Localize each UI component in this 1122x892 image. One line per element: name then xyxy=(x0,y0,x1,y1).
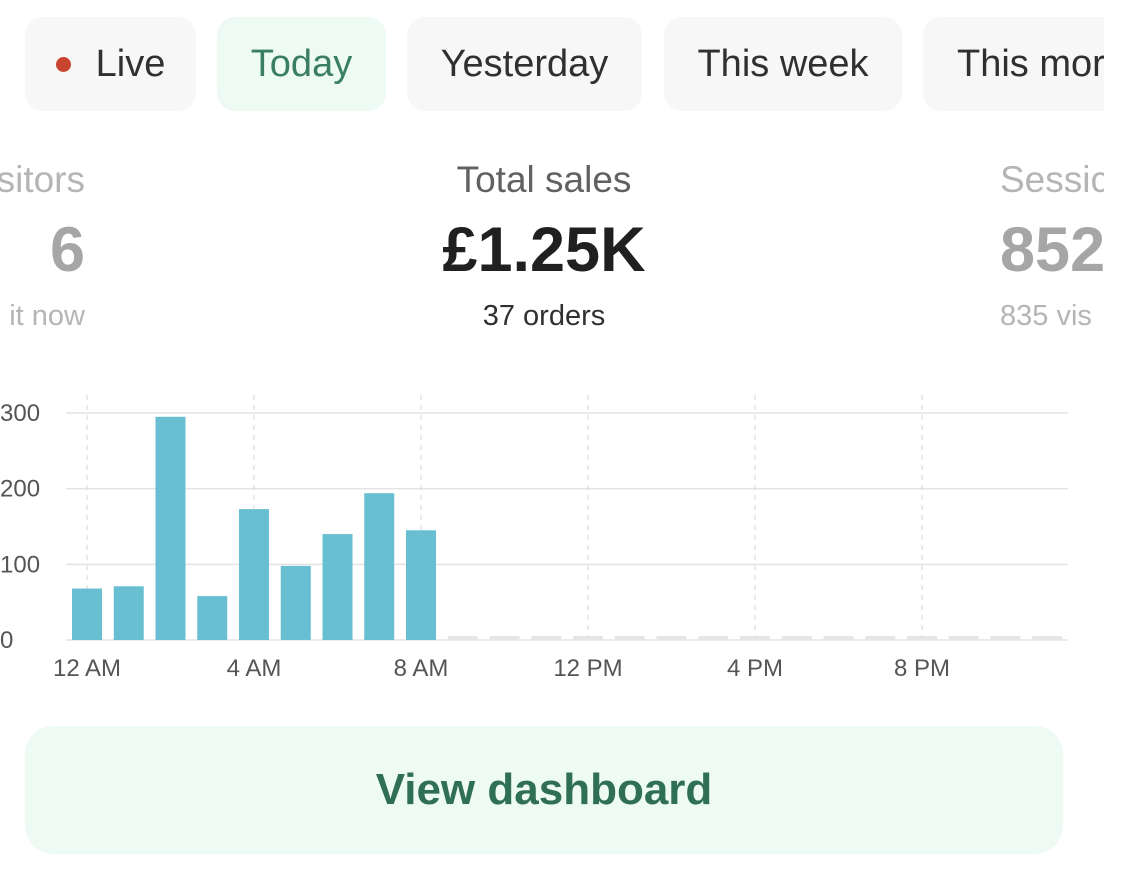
sales-bar[interactable] xyxy=(322,534,353,640)
tab-this-month[interactable]: This mor xyxy=(923,17,1104,111)
x-tick-label: 8 AM xyxy=(394,655,449,682)
tab-this-week-label: This week xyxy=(697,42,869,85)
placeholder-bar xyxy=(781,636,812,640)
live-dot-icon xyxy=(55,56,71,72)
placeholder-bar xyxy=(489,636,520,640)
tab-yesterday[interactable]: Yesterday xyxy=(407,17,642,111)
sales-bar[interactable] xyxy=(197,596,228,640)
metrics-carousel: sitors 6 it now Total sales £1.25K 37 or… xyxy=(0,0,1104,360)
placeholder-bar xyxy=(698,636,729,640)
sales-bar[interactable] xyxy=(406,530,436,640)
sales-bar[interactable] xyxy=(239,509,269,640)
y-tick-label: 200 xyxy=(0,476,40,503)
placeholder-bar xyxy=(948,636,979,640)
tab-today[interactable]: Today xyxy=(217,17,386,111)
y-tick-label: 0 xyxy=(0,627,13,654)
placeholder-bar xyxy=(907,636,937,640)
x-tick-label: 8 PM xyxy=(894,655,950,682)
sessions-value: 852 xyxy=(1000,215,1104,285)
placeholder-bar xyxy=(447,636,478,640)
visitors-metric[interactable]: sitors 6 it now xyxy=(0,160,85,333)
sales-bar[interactable] xyxy=(155,416,186,640)
x-tick-label: 4 AM xyxy=(227,655,282,682)
placeholder-bar xyxy=(740,636,770,640)
tab-this-week[interactable]: This week xyxy=(664,17,902,111)
tab-yesterday-label: Yesterday xyxy=(440,42,609,85)
sales-bar[interactable] xyxy=(364,493,395,640)
orders-count: 37 orders xyxy=(482,300,606,332)
tab-live-label: Live xyxy=(95,42,166,85)
sales-bar[interactable] xyxy=(72,588,102,640)
y-tick-label: 300 xyxy=(0,400,40,427)
placeholder-bar xyxy=(531,636,562,640)
placeholder-bar xyxy=(656,636,687,640)
sales-bar-chart: 300 200 100 0 12 AM 4 AM 8 AM 12 PM 4 PM 8 PM xyxy=(0,395,1068,682)
x-tick-label: 12 PM xyxy=(553,655,622,682)
sessions-metric[interactable]: Sessic 852 835 vis xyxy=(1000,160,1104,333)
total-sales-value: £1.25K xyxy=(442,215,646,285)
placeholder-bar xyxy=(614,636,645,640)
total-sales-label: Total sales xyxy=(456,159,632,200)
placeholder-bar xyxy=(823,636,854,640)
sessions-label: Sessic xyxy=(1000,159,1104,200)
placeholder-bar xyxy=(573,636,603,640)
tab-today-label: Today xyxy=(250,42,353,85)
date-range-tabs: Live Today Yesterday This week This mor xyxy=(0,17,1104,111)
placeholder-bar xyxy=(1032,636,1063,640)
tab-this-month-label: This mor xyxy=(957,42,1104,85)
visitors-label: sitors xyxy=(0,159,85,200)
view-dashboard-button[interactable]: View dashboard xyxy=(25,726,1063,854)
x-tick-label: 12 AM xyxy=(53,655,121,682)
total-sales-metric[interactable]: Total sales £1.25K 37 orders xyxy=(334,160,754,333)
placeholder-bar xyxy=(990,636,1021,640)
sales-bar[interactable] xyxy=(113,586,144,640)
placeholder-bar xyxy=(865,636,896,640)
visitors-sub: it now xyxy=(9,300,85,332)
tab-live[interactable]: Live xyxy=(25,17,196,111)
sessions-sub: 835 vis xyxy=(1000,300,1092,332)
sales-bar[interactable] xyxy=(280,565,311,640)
y-tick-label: 100 xyxy=(0,551,40,578)
visitors-value: 6 xyxy=(49,215,85,285)
x-tick-label: 4 PM xyxy=(727,655,783,682)
